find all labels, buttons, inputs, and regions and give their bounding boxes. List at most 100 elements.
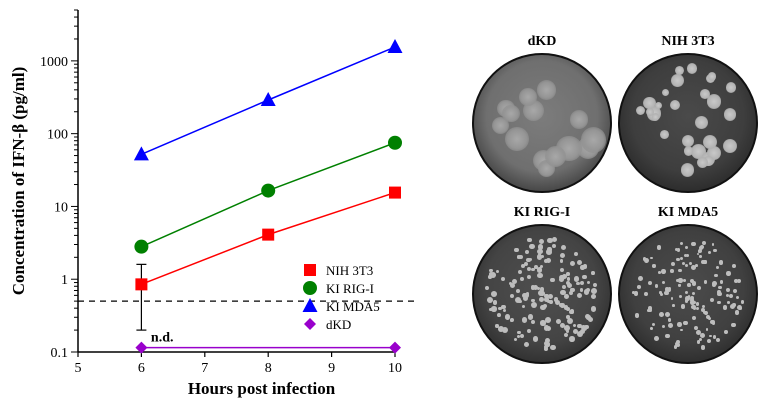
plaque <box>495 324 499 328</box>
plaque <box>673 345 678 349</box>
plaque <box>659 130 669 140</box>
plate-title: NIH 3T3 <box>661 34 715 49</box>
plaque <box>560 252 566 259</box>
plaque <box>713 248 718 253</box>
plaque <box>654 336 659 341</box>
plaque <box>652 113 660 121</box>
plaque <box>738 306 742 310</box>
plaque <box>710 320 715 325</box>
plaque <box>517 335 521 339</box>
legend-label: NIH 3T3 <box>326 263 373 278</box>
plaque <box>707 250 712 255</box>
plaque <box>668 286 672 290</box>
data-point-ki-rig-i <box>134 239 149 254</box>
plaque <box>725 287 730 293</box>
plaque <box>680 328 683 332</box>
legend-marker-nih-3t3 <box>304 264 316 276</box>
plaque <box>688 262 693 266</box>
plaque <box>536 267 543 273</box>
plaque <box>590 271 595 276</box>
x-axis-title: Hours post infection <box>188 379 336 398</box>
plaque <box>678 268 683 273</box>
plaque <box>486 297 493 304</box>
plaque <box>504 314 511 320</box>
plaque <box>670 73 684 87</box>
y-ticks: 0.1 1 10 100 1000 <box>40 9 78 361</box>
plaque <box>498 306 502 311</box>
plaque <box>664 286 670 292</box>
plaque <box>570 260 576 266</box>
plaque <box>542 303 547 308</box>
plaque <box>734 278 739 283</box>
plaque <box>566 277 571 282</box>
data-point-nih-3t3 <box>389 186 401 199</box>
plaque <box>519 87 537 106</box>
plaque <box>680 241 684 245</box>
plaque <box>724 330 728 334</box>
plaque <box>566 307 571 312</box>
plaque <box>654 283 659 288</box>
data-point-ki-rig-i <box>388 135 402 150</box>
plaque <box>501 304 506 309</box>
plaque <box>679 256 684 261</box>
y-tick-label: 1 <box>61 273 68 288</box>
plaque <box>650 256 653 260</box>
plaque <box>687 295 691 298</box>
data-point-dkd <box>389 341 401 354</box>
plaque <box>565 330 570 334</box>
legend-marker-ki-rig-i <box>303 281 317 295</box>
plaque <box>685 263 689 267</box>
data-point-dkd <box>135 341 148 354</box>
data-point-ki-mda5 <box>133 146 149 161</box>
plaque <box>670 269 674 273</box>
plaque <box>564 325 571 331</box>
plaque <box>531 302 538 309</box>
plaque <box>581 274 587 280</box>
plaque <box>488 272 494 277</box>
plaque <box>701 304 706 309</box>
plaque <box>527 266 532 272</box>
plaque <box>543 258 549 264</box>
plate-title: KI MDA5 <box>657 205 719 220</box>
plaque <box>645 107 655 117</box>
plaque <box>656 245 662 250</box>
y-axis-title: Concentration of IFN-β (pg/ml) <box>9 67 28 296</box>
plate-title: KI RIG-I <box>513 205 571 220</box>
plaque <box>677 284 681 288</box>
plaque <box>681 163 695 177</box>
plaque <box>715 337 721 343</box>
plaque <box>703 310 707 315</box>
plate-image-dkd <box>472 53 612 193</box>
plaque <box>502 309 507 313</box>
plaque <box>633 291 639 296</box>
plaque <box>700 345 706 350</box>
plate-panel-nih3t3: NIH 3T3 <box>618 33 758 193</box>
data-point-ki-mda5 <box>260 92 276 107</box>
plaque <box>736 278 741 283</box>
plaque <box>509 319 513 323</box>
plaque <box>522 295 528 302</box>
plaque <box>551 243 557 248</box>
data-point-ki-mda5 <box>387 39 403 54</box>
plaque <box>725 82 737 93</box>
plaque <box>695 329 701 335</box>
plaque <box>521 264 526 269</box>
plaque <box>586 280 591 285</box>
plaque <box>546 249 552 256</box>
plaque <box>532 285 538 291</box>
plaque <box>697 157 709 169</box>
plaque <box>703 279 708 284</box>
plaque <box>647 306 653 311</box>
plaque <box>711 322 715 326</box>
plaque <box>560 289 566 296</box>
plaque <box>681 261 686 266</box>
plaque <box>559 274 565 281</box>
x-tick-label: 6 <box>138 361 145 376</box>
plaque <box>735 310 740 315</box>
series-layer <box>133 39 403 354</box>
plaque <box>669 99 681 110</box>
plaque <box>664 333 670 339</box>
plaque <box>544 344 549 349</box>
plaque <box>540 320 546 326</box>
plaque <box>490 272 497 279</box>
